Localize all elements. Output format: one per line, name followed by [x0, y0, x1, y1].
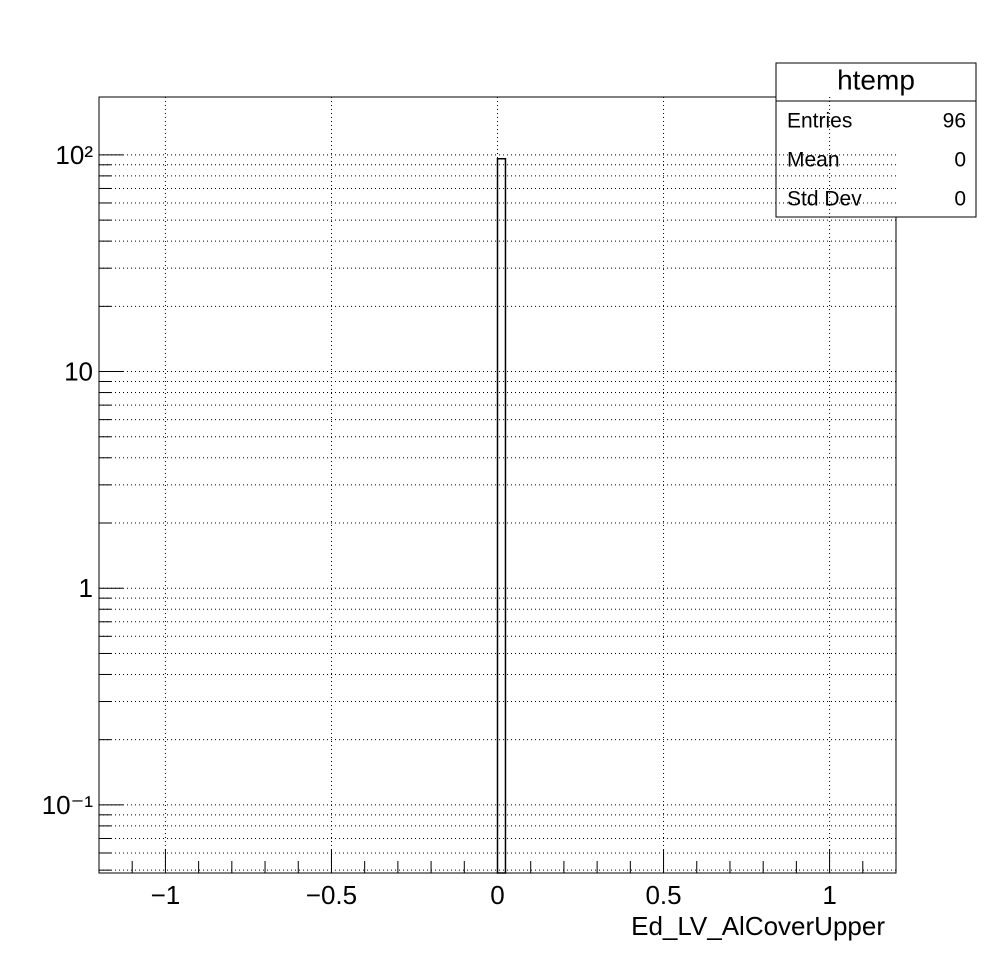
stats-value: 0: [954, 188, 966, 211]
x-tick-label: 0: [490, 880, 504, 910]
x-tick-label: −0.5: [306, 880, 357, 910]
y-tick-label: 10²: [55, 140, 93, 170]
y-tick-label: 10: [64, 356, 93, 386]
stats-label: Std Dev: [787, 188, 862, 211]
x-tick-label: 0.5: [645, 880, 681, 910]
y-tick-label: 10⁻¹: [42, 790, 94, 820]
x-axis-label: Ed_LV_AlCoverUpper: [631, 911, 885, 941]
stats-value: 0: [954, 149, 966, 172]
y-tick-label: 1: [79, 573, 93, 603]
stats-title: htemp: [837, 64, 915, 95]
stats-value: 96: [943, 110, 966, 133]
stats-label: Mean: [787, 149, 840, 172]
bar: [496, 157, 507, 874]
x-tick-label: −1: [151, 880, 181, 910]
stats-box: htemp Entries 96 Mean 0 Std Dev 0: [775, 62, 977, 218]
stats-label: Entries: [787, 110, 852, 133]
x-tick-label: 1: [822, 880, 836, 910]
